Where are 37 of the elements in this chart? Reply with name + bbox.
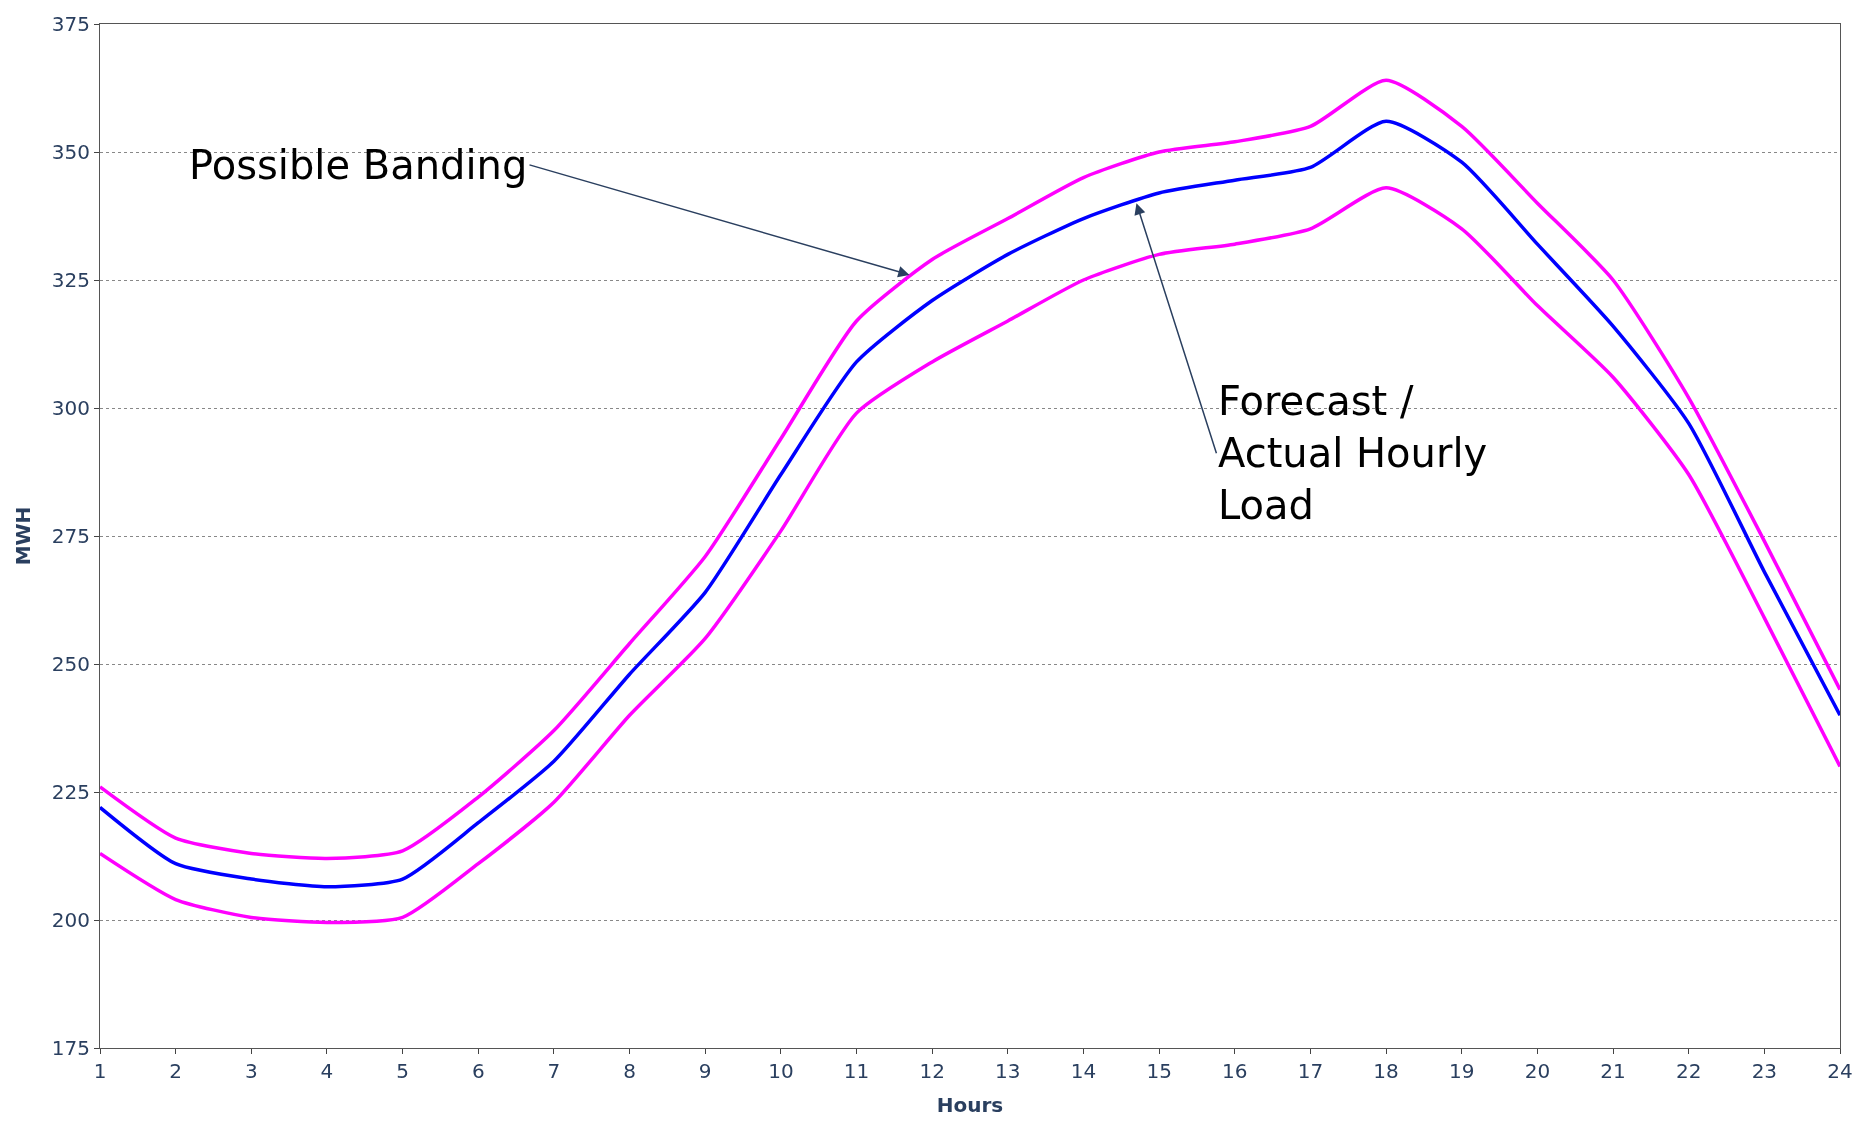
x-tick-label: 13 (995, 1059, 1021, 1083)
x-tick-label: 23 (1751, 1059, 1778, 1083)
x-tick-label: 18 (1373, 1059, 1399, 1083)
y-tick-label: 275 (51, 524, 90, 548)
annotation: Possible Banding (189, 142, 528, 188)
x-axis-title: Hours (936, 1092, 1004, 1117)
x-tick-label: 11 (843, 1059, 870, 1083)
x-tick-label: 19 (1449, 1059, 1475, 1083)
x-tick-label: 6 (471, 1059, 485, 1083)
y-tick-label: 200 (51, 908, 90, 932)
y-tick-label: 250 (51, 652, 90, 676)
x-tick-label: 1 (93, 1059, 107, 1083)
y-tick-label: 375 (51, 12, 90, 36)
x-tick-label: 8 (623, 1059, 636, 1083)
x-tick-label: 24 (1827, 1059, 1853, 1083)
y-tick-label: 350 (51, 140, 90, 164)
y-tick-label: 175 (51, 1036, 90, 1060)
x-tick-label: 22 (1675, 1059, 1702, 1083)
x-tick-label: 3 (244, 1059, 258, 1083)
x-tick-label: 16 (1222, 1059, 1248, 1083)
y-tick-label: 225 (51, 780, 90, 804)
y-tick-label: 325 (51, 268, 90, 292)
x-tick-label: 4 (320, 1059, 334, 1083)
x-tick-label: 10 (768, 1059, 794, 1083)
x-tick-label: 21 (1600, 1059, 1626, 1083)
x-tick-label: 9 (698, 1059, 712, 1083)
annotation: Forecast / Actual Hourly Load (1218, 378, 1488, 528)
x-tick-label: 17 (1297, 1059, 1324, 1083)
x-tick-label: 7 (547, 1059, 561, 1083)
y-tick-label: 300 (51, 396, 90, 420)
y-axis-title: MWH (11, 506, 36, 566)
x-tick-label: 14 (1070, 1059, 1097, 1083)
x-tick-label: 5 (396, 1059, 409, 1083)
x-tick-label: 2 (169, 1059, 183, 1083)
x-tick-label: 12 (919, 1059, 945, 1083)
x-tick-label: 15 (1146, 1059, 1172, 1083)
x-tick-label: 20 (1524, 1059, 1551, 1083)
